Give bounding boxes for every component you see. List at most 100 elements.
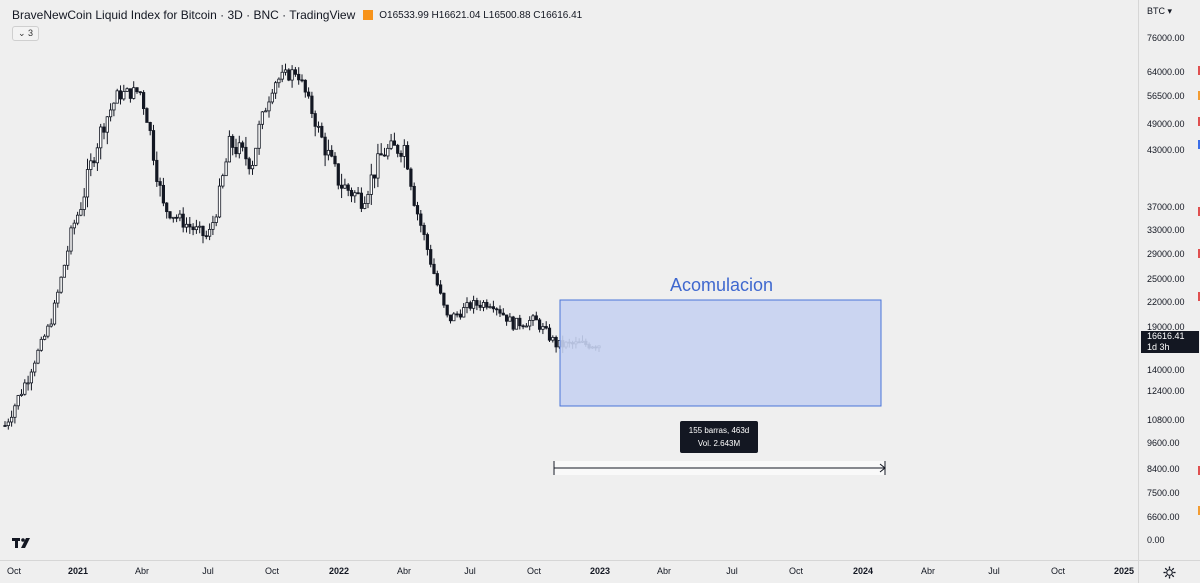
candle-body (264, 110, 268, 113)
accumulation-label: Acomulacion (670, 275, 774, 295)
candle-body (498, 309, 502, 314)
candle-body (429, 249, 433, 265)
candle-body (257, 123, 261, 149)
price-tick-label: 10800.00 (1147, 415, 1185, 425)
candle-body (376, 153, 380, 179)
candle-body (518, 317, 522, 327)
candle-body (240, 142, 245, 148)
candle-body (386, 147, 390, 157)
range-info-box: 155 barras, 463d Vol. 2.643M (680, 421, 758, 453)
candle-body (485, 301, 489, 308)
candle-body (303, 79, 307, 93)
time-scale[interactable]: Oct 2021 Abr Jul Oct 2022 Abr Jul Oct 2023 Abr Jul O… (0, 560, 1138, 583)
candle-body (442, 292, 446, 306)
candle-body (224, 161, 228, 177)
candle-body (23, 382, 27, 395)
candle-body (198, 225, 202, 228)
candle-body (201, 225, 205, 237)
candle-body (254, 147, 258, 166)
currency-selector[interactable]: BTC ▾ (1147, 6, 1173, 16)
candle-body (333, 155, 337, 165)
candle-body (495, 308, 499, 311)
candle-body (118, 90, 123, 100)
candle-body (346, 184, 350, 191)
time-tick-label: Jul (464, 566, 476, 576)
date-range-measure[interactable] (553, 461, 886, 475)
candle-body (409, 168, 413, 187)
candle-body (115, 90, 119, 104)
candle-body (16, 395, 20, 407)
candle-body (544, 326, 548, 329)
time-tick-label: Oct (788, 566, 804, 576)
candle-body (534, 315, 538, 321)
time-tick-label: Jul (726, 566, 738, 576)
candle-body (56, 291, 60, 304)
candle-body (165, 202, 169, 213)
candle-body (412, 185, 416, 206)
time-tick-label: Abr (920, 566, 936, 576)
price-tick-label: 7500.00 (1147, 488, 1180, 498)
chart-settings[interactable] (1138, 560, 1200, 583)
alert-marker (1198, 292, 1200, 301)
symbol-title[interactable]: BraveNewCoin Liquid Index for Bitcoin · … (12, 8, 356, 22)
candle-body (339, 184, 344, 189)
price-tick-label: 0.00 (1147, 535, 1165, 545)
candle-body (85, 169, 90, 198)
candle-body (455, 313, 459, 316)
candle-body (204, 235, 208, 238)
candle-body (336, 163, 340, 186)
alert-marker (1198, 117, 1200, 126)
candle-body (372, 174, 377, 179)
candle-body (511, 316, 515, 330)
candle-body (521, 325, 525, 328)
price-tick-label: 12400.00 (1147, 386, 1185, 396)
price-tick-label: 8400.00 (1147, 464, 1180, 474)
price-tick-label: 76000.00 (1147, 33, 1185, 43)
range-arrow-head (879, 463, 886, 473)
candle-body (36, 349, 40, 364)
candle-body (270, 92, 274, 103)
candle-body (547, 327, 552, 341)
candle-body (267, 101, 271, 112)
price-tick-label: 49000.00 (1147, 119, 1185, 129)
candle-body (554, 336, 558, 348)
candle-body (425, 234, 430, 250)
price-tick-label: 43000.00 (1147, 145, 1185, 155)
gear-icon[interactable] (1163, 565, 1176, 579)
accumulation-rectangle[interactable] (559, 299, 882, 407)
candle-body (207, 228, 212, 237)
indicator-collapse-button[interactable]: ⌄ 3 (12, 26, 40, 41)
alert-marker (1198, 66, 1200, 75)
time-tick-label: Oct (1050, 566, 1066, 576)
price-chart[interactable] (0, 0, 1138, 560)
tradingview-logo-icon[interactable] (12, 536, 34, 555)
candle-body (277, 78, 281, 84)
candle-body (19, 393, 24, 396)
candle-body (326, 149, 331, 156)
flag-icon (363, 10, 374, 20)
ohlc-values: O16533.99 H16621.04 L16500.88 C16616.41 (379, 9, 583, 21)
price-tick-label: 33000.00 (1147, 225, 1185, 235)
price-tick-label: 9600.00 (1147, 438, 1180, 448)
candle-body (234, 147, 238, 155)
candle-body (122, 91, 126, 100)
candles (3, 63, 601, 430)
candle-body (231, 135, 235, 148)
chart-area[interactable]: BraveNewCoin Liquid Index for Bitcoin · … (0, 0, 1138, 560)
candle-body (194, 226, 198, 231)
candle-body (419, 213, 423, 226)
candle-body (112, 102, 116, 111)
candle-body (191, 226, 195, 231)
price-tick-label: 29000.00 (1147, 249, 1185, 259)
price-scale[interactable]: BTC ▾ 76000.00 64000.00 56500.00 49000.00 43… (1138, 0, 1200, 560)
candle-body (227, 135, 231, 163)
candle-body (145, 108, 149, 123)
candle-body (382, 154, 387, 157)
range-volume-text: Vol. 2.643M (697, 439, 741, 448)
candle-body (72, 222, 76, 229)
candle-body (39, 338, 43, 351)
candle-body (538, 319, 542, 330)
candle-body (392, 140, 397, 146)
candle-body (363, 203, 367, 209)
alert-marker (1198, 466, 1200, 475)
